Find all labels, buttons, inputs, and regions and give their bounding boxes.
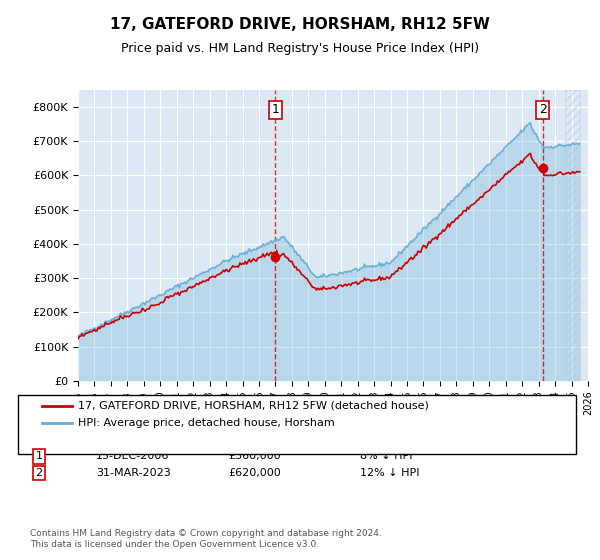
Text: £620,000: £620,000 — [228, 468, 281, 478]
Text: 17, GATEFORD DRIVE, HORSHAM, RH12 5FW (detached house): 17, GATEFORD DRIVE, HORSHAM, RH12 5FW (d… — [78, 401, 429, 411]
Text: 1: 1 — [35, 451, 43, 461]
Text: HPI: Average price, detached house, Horsham: HPI: Average price, detached house, Hors… — [78, 418, 335, 428]
Text: 12% ↓ HPI: 12% ↓ HPI — [360, 468, 419, 478]
Text: 17, GATEFORD DRIVE, HORSHAM, RH12 5FW: 17, GATEFORD DRIVE, HORSHAM, RH12 5FW — [110, 17, 490, 32]
Text: Contains HM Land Registry data © Crown copyright and database right 2024.
This d: Contains HM Land Registry data © Crown c… — [30, 529, 382, 549]
Text: 8% ↓ HPI: 8% ↓ HPI — [360, 451, 413, 461]
Text: 1: 1 — [271, 104, 280, 116]
Text: 31-MAR-2023: 31-MAR-2023 — [96, 468, 171, 478]
Text: 2: 2 — [539, 104, 547, 116]
Text: 15-DEC-2006: 15-DEC-2006 — [96, 451, 169, 461]
Text: Price paid vs. HM Land Registry's House Price Index (HPI): Price paid vs. HM Land Registry's House … — [121, 42, 479, 55]
Text: £360,000: £360,000 — [228, 451, 281, 461]
Text: 2: 2 — [35, 468, 43, 478]
